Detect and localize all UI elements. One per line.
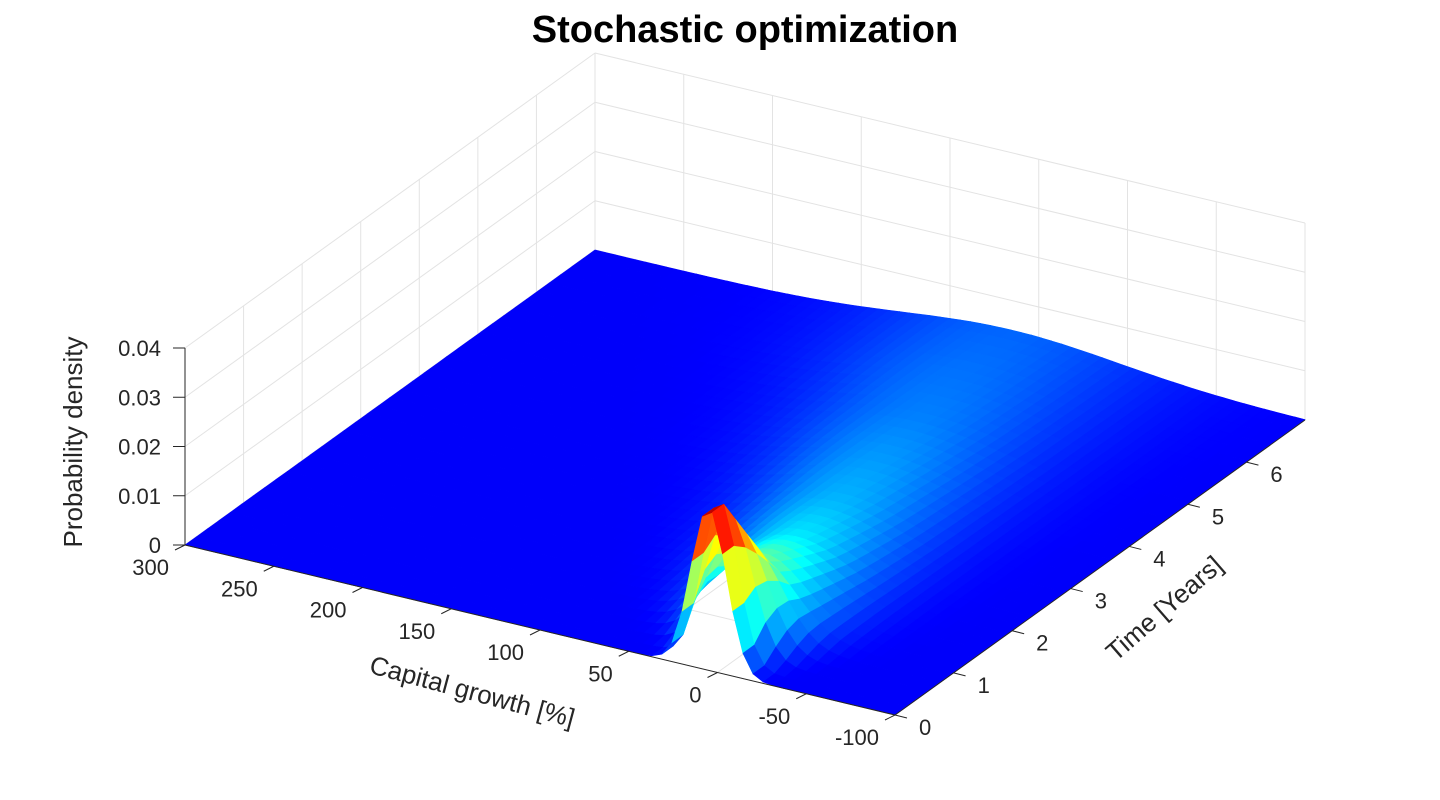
y-tick: [953, 672, 966, 677]
grid-line: [594, 200, 1306, 372]
y-tick: [894, 714, 908, 719]
x-tick-label: 50: [588, 661, 612, 686]
z-tick-label: 0.02: [118, 435, 161, 460]
chart-title: Stochastic optimization: [532, 9, 958, 51]
x-tick-label: 250: [221, 576, 258, 601]
y-tick: [1012, 630, 1025, 635]
grid-line: [184, 52, 596, 349]
y-tick: [1070, 588, 1083, 593]
density-surface: [184, 249, 1306, 716]
x-tick: [441, 608, 452, 615]
y-axis-line: [894, 419, 1306, 716]
z-tick-label: 0.03: [118, 385, 161, 410]
grid-line: [184, 101, 596, 398]
grid-line: [594, 151, 1306, 322]
z-tick-label: 0: [149, 533, 161, 558]
z-tick-label: 0.04: [118, 336, 161, 361]
grid-line: [184, 200, 596, 497]
x-tick-label: 100: [487, 640, 524, 665]
y-tick: [1129, 545, 1142, 550]
y-tick-label: 3: [1095, 589, 1107, 614]
y-tick-label: 1: [978, 673, 990, 698]
y-tick-label: 6: [1270, 462, 1282, 487]
x-tick-label: -50: [758, 704, 790, 729]
x-tick-label: 300: [132, 555, 169, 580]
x-tick: [352, 587, 363, 593]
z-axis-label: Probability density: [58, 337, 88, 548]
x-tick: [174, 544, 186, 551]
y-tick-label: 5: [1212, 504, 1224, 529]
x-tick-label: 150: [399, 619, 436, 644]
y-tick: [1246, 461, 1259, 466]
grid-line: [594, 52, 1306, 224]
x-tick: [884, 714, 896, 721]
z-tick-label: 0.01: [118, 484, 161, 509]
x-axis-label: Capital growth [%]: [367, 650, 579, 734]
y-tick-label: 0: [919, 715, 931, 740]
x-tick-label: 200: [310, 598, 347, 623]
grid-line: [594, 101, 1306, 273]
y-tick-label: 2: [1036, 631, 1048, 656]
x-tick-label: -100: [835, 725, 879, 750]
x-tick: [707, 672, 718, 678]
y-tick-label: 4: [1153, 546, 1165, 571]
x-tick: [618, 650, 629, 657]
x-tick-label: 0: [689, 683, 701, 708]
grid-line: [184, 151, 596, 447]
x-tick: [529, 629, 541, 636]
x-tick: [796, 693, 807, 700]
axes: 300 250 200 150 100 50 0 -50 -100 0 1 2 3 4 5 6 0 0.01 0.0…: [118, 336, 1306, 750]
x-tick: [263, 565, 274, 572]
y-tick: [1187, 503, 1200, 508]
